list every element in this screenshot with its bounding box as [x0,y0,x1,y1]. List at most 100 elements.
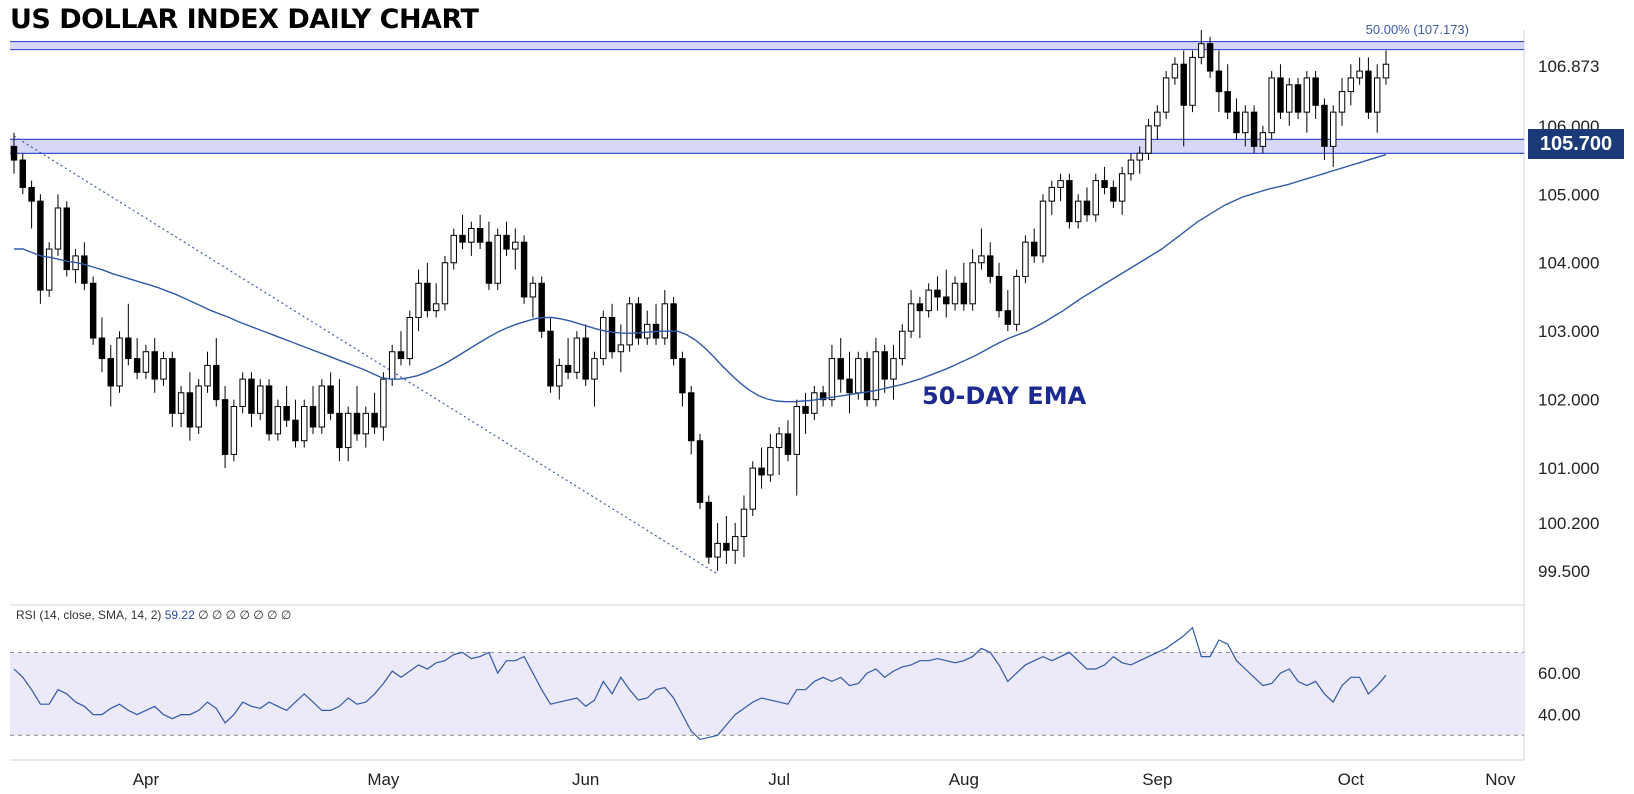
candle-down [837,358,844,380]
candle-up [1057,180,1064,188]
candle-down [687,392,695,442]
candle-up [468,228,475,243]
candle-up [362,412,370,435]
candle-up [239,378,246,407]
candle-down [758,467,765,476]
price-tick-label: 102.000 [1538,391,1599,410]
candle-up [740,508,748,538]
fib-level-band [10,41,1524,50]
fib-level-label: 50.00% (107.173) [1365,22,1469,37]
candle-down [705,501,713,558]
candle-up [925,289,932,312]
candle-up [1118,173,1126,202]
candle-up [617,344,625,353]
candle-down [802,405,809,414]
candle-down [582,337,589,380]
candle-up [1259,132,1267,147]
candle-down [213,364,220,401]
candle-up [714,542,721,558]
candle-down [327,385,334,414]
candle-down [784,433,792,455]
candle-down [81,255,88,284]
candle-up [432,303,440,312]
candle-up [591,358,598,380]
candle-up [301,405,308,442]
candle-down [1030,241,1038,257]
ema50-line [14,153,1387,403]
candle-down [1250,111,1258,147]
candle-up [257,385,264,414]
price-tick-label: 99.500 [1538,562,1590,581]
candle-up [415,282,422,318]
candle-up [274,405,282,435]
candle-down [28,186,35,202]
candle-down [292,419,299,442]
candle-down [371,412,378,428]
candle-down [125,337,132,360]
candle-up [1013,275,1020,325]
rsi-label: RSI (14, close, SMA, 14, 2) [16,608,162,622]
candle-up [1022,241,1029,277]
price-tick-label: 106.873 [1538,57,1599,76]
candle-up [1189,56,1196,106]
candle-down [283,405,290,421]
candle-down [863,358,871,401]
candle-down [1233,111,1240,134]
candle-up [1268,77,1275,134]
candle-up [1242,111,1249,134]
candle-down [107,358,114,387]
candle-down [934,289,941,298]
candle-up [116,337,123,387]
candle-up [978,255,985,264]
candle-down [89,282,97,339]
candle-down [696,440,704,503]
downtrend-line [13,135,718,575]
rsi-header: RSI (14, close, SMA, 14, 2) 59.22 ∅ ∅ ∅ … [16,608,291,622]
candle-down [186,392,194,428]
candle-up [512,241,519,250]
candle-down [846,378,853,394]
candle-down [819,392,827,401]
time-tick-label: Oct [1338,770,1365,789]
candle-up [195,385,202,428]
candle-up [811,392,818,414]
candle-up [1286,84,1293,113]
rsi-tick-label: 60.00 [1538,664,1581,683]
time-tick-label: Jun [572,770,599,789]
candle-down [1277,77,1284,113]
candle-down [1004,310,1012,325]
candle-up [731,536,739,551]
candle-up [204,364,211,387]
candle-down [133,358,141,373]
candle-down [485,241,493,284]
candle-up [644,323,651,339]
candle-up [318,385,326,428]
candle-down [1206,43,1214,72]
candle-down [37,200,44,291]
candle-up [494,234,501,284]
candle-up [1303,77,1311,113]
candle-up [1382,63,1390,79]
candle-up [1136,152,1143,161]
candle-down [1365,70,1372,113]
candle-down [538,282,545,332]
candle-down [881,351,888,380]
candle-up [1127,159,1135,175]
price-tick-label: 101.000 [1538,459,1599,478]
candle-up [1373,77,1381,113]
candle-up [441,262,449,305]
candle-up [600,317,607,360]
candle-up [767,447,774,476]
candle-down [459,234,466,243]
candle-down [1215,70,1223,93]
candle-down [943,296,950,305]
support-band [10,139,1524,154]
time-tick-label: Apr [133,770,160,789]
candle-down [679,358,686,394]
candle-down [476,228,484,243]
candle-down [1110,186,1117,202]
candle-down [397,351,405,360]
candle-down [1083,200,1091,216]
candle-down [63,207,70,271]
